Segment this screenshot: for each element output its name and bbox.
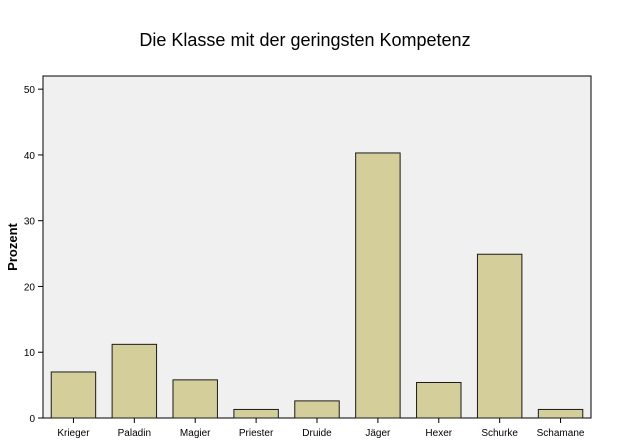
x-tick-label: Jäger <box>365 428 391 439</box>
y-tick-label: 50 <box>24 85 36 96</box>
bar-jäger <box>355 152 401 419</box>
y-tick-label: 40 <box>24 151 36 162</box>
chart-title: Die Klasse mit der geringsten Kompetenz <box>139 30 470 50</box>
y-tick-label: 20 <box>24 282 36 293</box>
bar-paladin <box>111 343 158 419</box>
x-tick-label: Hexer <box>425 428 452 439</box>
x-tick-label: Magier <box>180 428 211 439</box>
y-axis: 0 10 20 30 40 50 <box>24 85 43 425</box>
bar-series <box>50 152 584 419</box>
bar-schamane <box>537 408 584 419</box>
y-axis-label: Prozent <box>5 222 20 270</box>
bar-magier <box>172 379 218 419</box>
bar-krieger <box>50 371 97 419</box>
x-tick-label: Druide <box>302 428 332 439</box>
y-tick-label: 10 <box>24 348 36 359</box>
x-tick-label: Priester <box>239 428 274 439</box>
bar-hexer <box>416 381 462 419</box>
y-tick-label: 30 <box>24 217 36 228</box>
x-axis: Krieger Paladin Magier Priester Druide Jäger H… <box>57 418 585 439</box>
x-tick-label: Paladin <box>118 428 151 439</box>
x-tick-label: Krieger <box>57 428 90 439</box>
x-tick-label: Schamane <box>537 428 585 439</box>
bar-priester <box>233 408 279 419</box>
bar-druide <box>294 400 340 419</box>
x-tick-label: Schurke <box>481 428 518 439</box>
bar-schurke <box>476 253 523 419</box>
y-tick-label: 0 <box>29 414 35 425</box>
